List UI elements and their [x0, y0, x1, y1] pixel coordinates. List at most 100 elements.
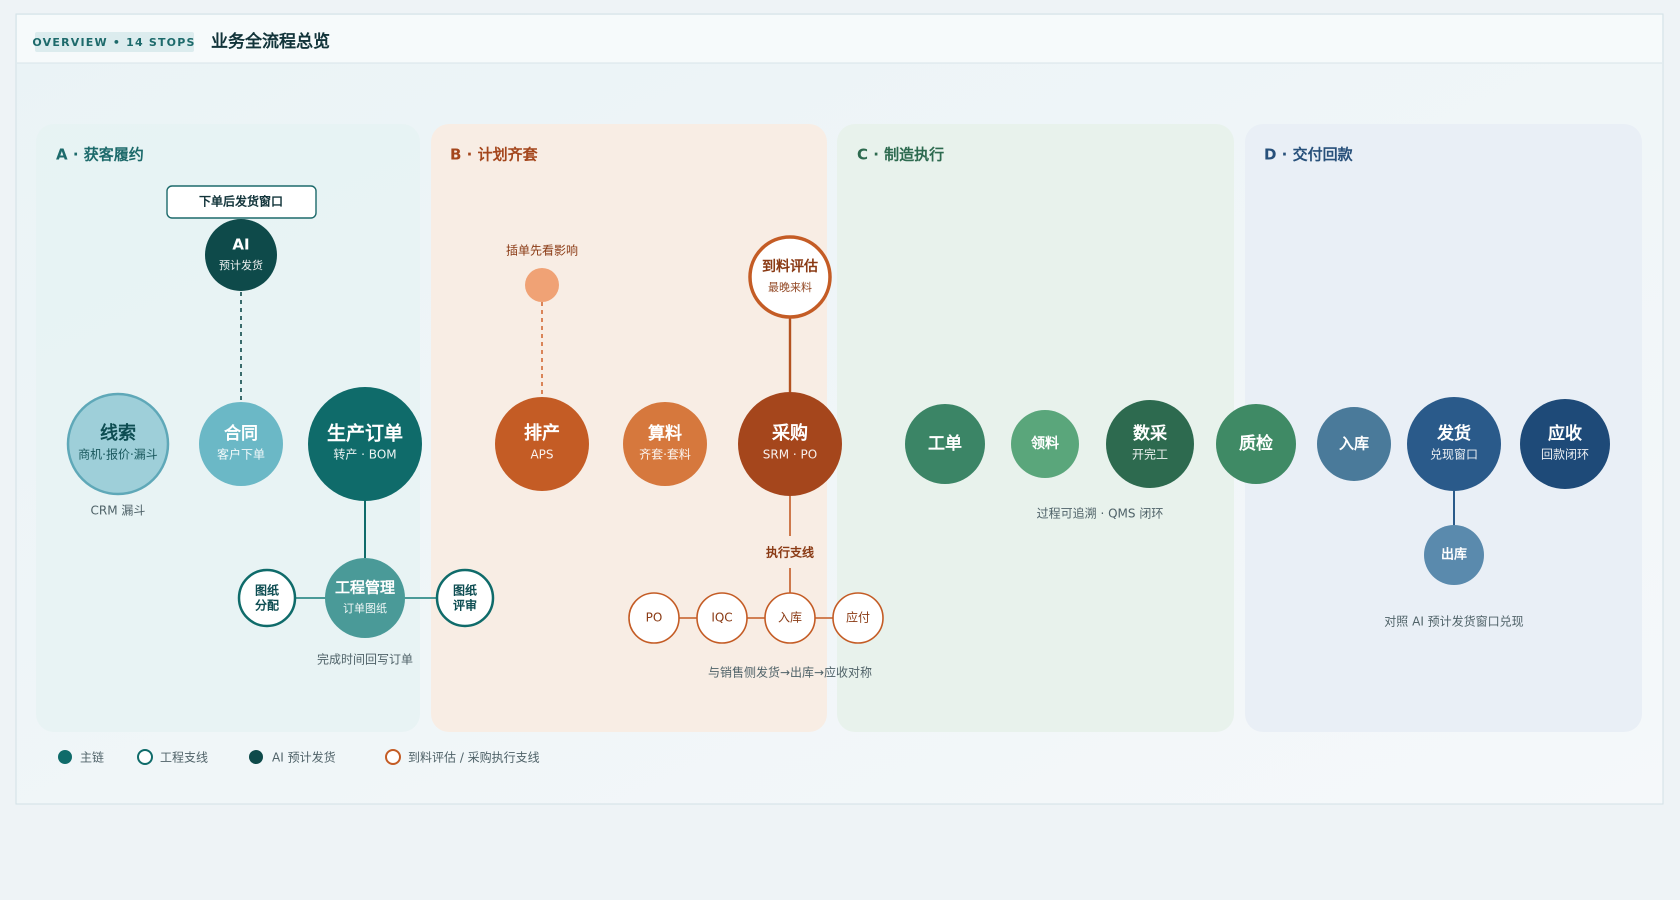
node-circle	[696, 592, 748, 644]
node-title: 入库	[1339, 435, 1369, 453]
node-sub: APS	[530, 448, 553, 462]
legend-label: 到料评估 / 采购执行支线	[408, 750, 540, 765]
node-title: 应付	[846, 610, 870, 625]
node-sub: 分配	[255, 598, 279, 613]
node: AI 预计发货	[205, 219, 277, 291]
legend-label: AI 预计发货	[272, 750, 336, 765]
node-sub: 订单图纸	[343, 602, 387, 615]
node-sub: 回款闭环	[1541, 448, 1589, 462]
node: 质检	[1216, 404, 1296, 484]
node-circle	[628, 592, 680, 644]
callout-text: 下单后发货窗口	[199, 194, 283, 209]
node-sub: 商机·报价·漏斗	[78, 447, 158, 462]
node-circle	[1216, 404, 1296, 484]
node-title: 入库	[778, 610, 802, 625]
node-circle	[1424, 525, 1484, 585]
node-title: 生产订单	[327, 422, 403, 445]
node-title: 合同	[224, 423, 258, 444]
note: 插单先看影响	[506, 243, 578, 258]
node: PO	[628, 592, 680, 644]
node-sub: 齐套·套料	[639, 447, 691, 462]
node: 入库	[1317, 407, 1391, 481]
callout-box	[166, 185, 317, 219]
node-title: 工程管理	[335, 579, 395, 597]
node-circle	[905, 404, 985, 484]
node-circle	[748, 235, 832, 319]
node-title: 排产	[524, 422, 560, 444]
node-circle	[738, 392, 842, 496]
note: 与销售侧发货→出库→应收对称	[708, 665, 872, 680]
node: 工单	[905, 404, 985, 484]
node-title: 到料评估	[762, 258, 818, 275]
node-title: 领料	[1031, 435, 1059, 452]
node-circle	[1407, 397, 1501, 491]
node-circle	[1520, 399, 1610, 489]
node-title: 出库	[1441, 547, 1467, 563]
node-circle	[435, 568, 495, 628]
node-title: PO	[646, 611, 663, 625]
note: 对照 AI 预计发货窗口兑现	[1384, 614, 1523, 629]
node: 出库	[1424, 525, 1484, 585]
node: 领料	[1011, 410, 1079, 478]
header-bar	[17, 15, 1662, 63]
lane-label: D · 交付回款	[1264, 146, 1354, 164]
node-circle	[199, 402, 283, 486]
node-title: 数采	[1133, 423, 1167, 444]
node-sub: 转产 · BOM	[333, 447, 396, 462]
node-title: 图纸	[255, 583, 279, 598]
legend-swatch	[58, 750, 72, 764]
node-title: 质检	[1239, 433, 1273, 454]
node-sub: 兑现窗口	[1430, 448, 1478, 462]
node: 采购 SRM · PO	[738, 392, 842, 496]
node-title: 工单	[928, 433, 962, 454]
legend-label: 主链	[80, 750, 104, 765]
node-sub: 预计发货	[219, 258, 263, 272]
node-circle	[764, 592, 816, 644]
badge-text: OVERVIEW • 14 STOPS	[32, 36, 195, 49]
node-sub: 评审	[453, 598, 477, 613]
node-sub: 开完工	[1132, 447, 1168, 462]
legend-swatch	[385, 749, 401, 765]
node: 入库	[764, 592, 816, 644]
note: 过程可追溯 · QMS 闭环	[1037, 506, 1164, 521]
node-sub: 客户下单	[217, 447, 265, 462]
node-circle	[325, 558, 405, 638]
node-title: 发货	[1436, 423, 1471, 444]
legend-swatch	[137, 749, 153, 765]
note: 完成时间回写订单	[317, 652, 413, 667]
node: 应付	[832, 592, 884, 644]
node-title: 采购	[771, 422, 808, 444]
lane-label: A · 获客履约	[56, 146, 144, 164]
node-circle	[308, 387, 422, 501]
note: CRM 漏斗	[91, 504, 146, 518]
label-bg	[760, 543, 820, 563]
node-title: 应收	[1548, 423, 1582, 444]
legend-swatch	[249, 750, 263, 764]
node-title: IQC	[711, 611, 732, 625]
badge	[35, 32, 194, 52]
node-circle	[66, 392, 170, 496]
node-circle	[1317, 407, 1391, 481]
legend-label: 工程支线	[160, 750, 208, 765]
node-circle	[205, 219, 277, 291]
impact-dot	[525, 268, 559, 302]
node: 排产 APS	[495, 397, 589, 491]
node-circle	[1011, 410, 1079, 478]
node-title: AI	[232, 236, 249, 254]
node-circle	[495, 397, 589, 491]
lane-label: C · 制造执行	[857, 146, 944, 164]
page-title: 业务全流程总览	[211, 31, 330, 52]
node: IQC	[696, 592, 748, 644]
